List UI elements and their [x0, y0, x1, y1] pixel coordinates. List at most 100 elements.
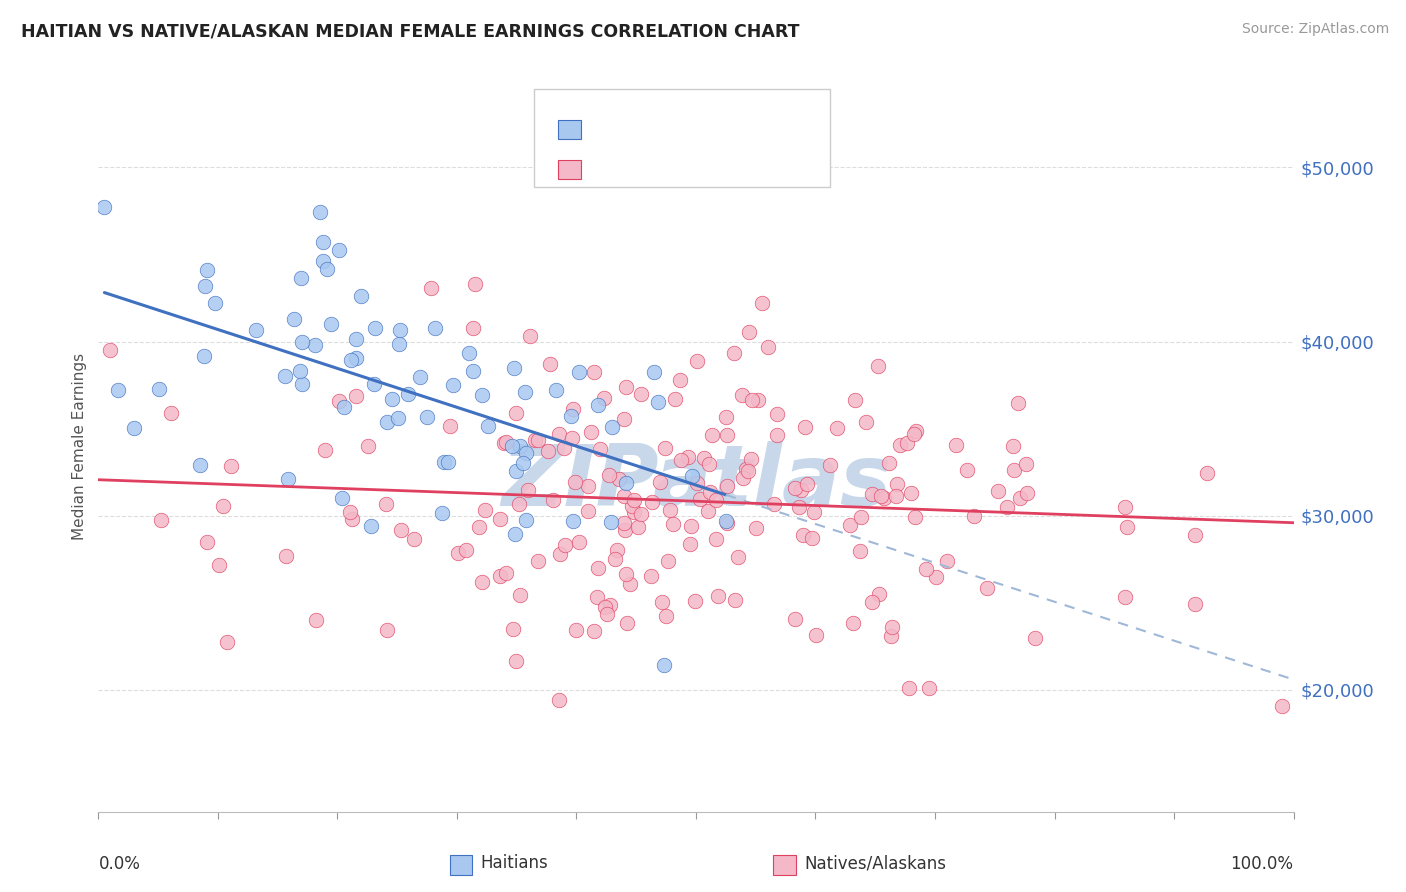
Point [1197, 467, 1219, 481]
Text: 100.0%: 100.0% [1230, 855, 1294, 873]
Point [643, 365, 665, 379]
Point [686, 475, 709, 490]
Point [586, 398, 609, 412]
Point [350, 289, 373, 303]
Point [1007, 396, 1029, 410]
Point [884, 489, 907, 503]
Point [860, 595, 883, 609]
Point [159, 406, 181, 420]
Point [468, 519, 491, 533]
Point [538, 358, 561, 372]
Point [671, 453, 693, 467]
Point [741, 393, 763, 408]
Point [471, 388, 494, 402]
Point [1015, 457, 1038, 471]
Point [461, 364, 484, 378]
Point [197, 535, 219, 549]
Point [1184, 597, 1206, 611]
Point [627, 520, 650, 534]
Point [896, 436, 918, 450]
Point [880, 629, 903, 643]
Point [364, 321, 387, 335]
Point [212, 500, 235, 514]
Point [309, 205, 332, 219]
Point [588, 442, 610, 456]
Point [689, 491, 711, 506]
Point [585, 591, 607, 605]
Point [274, 549, 297, 563]
Point [316, 262, 339, 277]
Point [425, 321, 447, 335]
Text: ZIPatlas: ZIPatlas [501, 441, 891, 524]
Point [291, 377, 314, 392]
Point [430, 506, 453, 520]
Point [868, 587, 890, 601]
Point [699, 484, 721, 499]
Point [877, 456, 900, 470]
Point [683, 594, 706, 608]
Point [789, 483, 811, 497]
Point [803, 505, 825, 519]
Point [898, 681, 921, 695]
Y-axis label: Median Female Earnings: Median Female Earnings [72, 352, 87, 540]
Point [714, 514, 737, 528]
Point [860, 486, 883, 500]
Point [654, 442, 676, 456]
Point [304, 338, 326, 352]
Point [561, 431, 583, 445]
Point [869, 489, 891, 503]
Point [704, 532, 727, 546]
Point [681, 469, 703, 483]
Point [697, 457, 720, 471]
Point [647, 394, 669, 409]
Point [599, 599, 621, 613]
Point [738, 326, 761, 340]
Point [420, 281, 443, 295]
Text: HAITIAN VS NATIVE/ALASKAN MEDIAN FEMALE EARNINGS CORRELATION CHART: HAITIAN VS NATIVE/ALASKAN MEDIAN FEMALE … [21, 22, 800, 40]
Point [464, 277, 486, 291]
Point [305, 614, 328, 628]
Point [312, 235, 335, 249]
Text: N =: N = [686, 162, 733, 177]
Point [873, 491, 896, 505]
Point [593, 599, 616, 614]
Point [527, 433, 550, 447]
Text: R =: R = [591, 162, 626, 177]
Point [274, 368, 297, 383]
Point [314, 442, 336, 457]
Point [107, 384, 129, 398]
Point [215, 635, 238, 649]
Point [363, 377, 385, 392]
Text: Source: ZipAtlas.com: Source: ZipAtlas.com [1241, 22, 1389, 37]
Point [447, 546, 470, 560]
Point [716, 478, 738, 492]
Point [1015, 486, 1038, 500]
Point [731, 471, 754, 485]
Point [849, 543, 872, 558]
Point [889, 438, 911, 452]
Point [567, 535, 589, 549]
Text: Haitians: Haitians [481, 855, 548, 872]
Point [918, 681, 941, 696]
Point [844, 392, 866, 407]
Point [886, 476, 908, 491]
Point [502, 360, 524, 375]
Point [387, 410, 409, 425]
Point [457, 346, 479, 360]
Point [488, 512, 510, 526]
Point [340, 353, 363, 368]
Point [620, 500, 643, 514]
Point [1271, 698, 1294, 713]
Point [668, 373, 690, 387]
Point [547, 693, 569, 707]
Point [789, 500, 811, 514]
Point [291, 334, 314, 349]
Point [716, 409, 738, 424]
Point [995, 500, 1018, 514]
Point [866, 359, 889, 374]
Point [195, 262, 218, 277]
Point [560, 409, 582, 424]
Point [818, 458, 841, 472]
Point [515, 445, 537, 459]
Point [716, 516, 738, 531]
